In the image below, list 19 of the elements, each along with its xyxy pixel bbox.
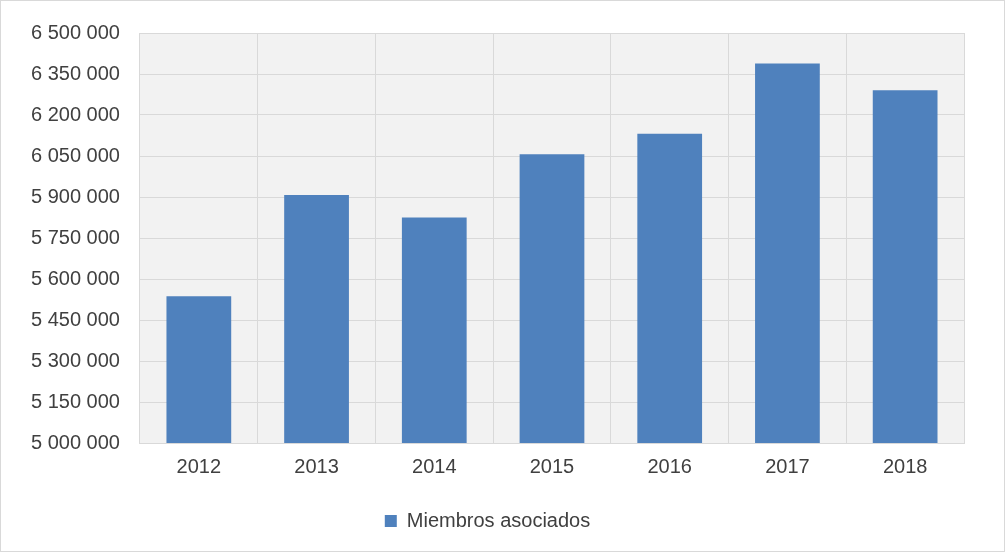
- y-tick-label: 5 900 000: [30, 184, 120, 207]
- x-tick-label: 2013: [294, 454, 339, 477]
- y-tick-label: 6 500 000: [30, 20, 120, 43]
- y-tick-label: 5 150 000: [30, 389, 120, 412]
- y-tick-label: 5 750 000: [30, 225, 120, 248]
- y-tick-label: 6 350 000: [30, 61, 120, 84]
- x-tick-label: 2017: [765, 454, 810, 477]
- x-tick-label: 2014: [412, 454, 457, 477]
- x-tick-label: 2018: [882, 454, 928, 477]
- x-tick-label: 2012: [176, 454, 222, 477]
- y-tick-label: 5 450 000: [30, 307, 120, 330]
- y-tick-label: 5 000 000: [30, 430, 120, 453]
- legend-label: Miembros asociados: [406, 508, 591, 531]
- y-tick-label: 5 300 000: [30, 348, 120, 371]
- y-tick-label: 6 200 000: [30, 102, 120, 125]
- x-tick-label: 2015: [529, 454, 575, 477]
- y-tick-label: 5 600 000: [30, 266, 120, 289]
- x-tick-label: 2016: [647, 454, 692, 477]
- y-tick-label: 6 050 000: [30, 143, 120, 166]
